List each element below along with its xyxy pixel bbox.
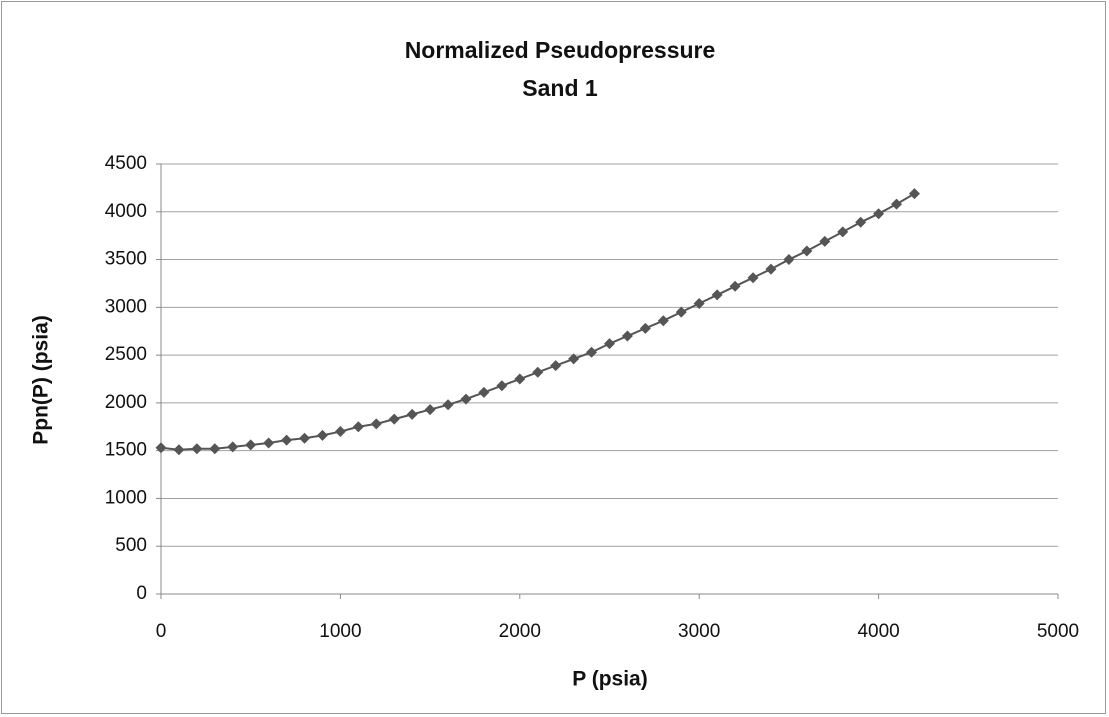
data-point xyxy=(478,386,490,398)
data-point xyxy=(908,188,920,200)
data-point xyxy=(711,289,723,301)
y-tick-label: 3500 xyxy=(105,249,147,270)
y-axis-label: Ppn(P) (psia) xyxy=(30,315,53,445)
x-tick-label: 0 xyxy=(156,621,167,642)
data-point xyxy=(496,380,508,392)
data-point xyxy=(460,393,472,405)
x-tick-label: 4000 xyxy=(857,621,899,642)
y-tick-label: 500 xyxy=(115,535,147,556)
data-point xyxy=(855,216,867,228)
data-point xyxy=(747,272,759,284)
data-point xyxy=(675,306,687,318)
x-tick-label: 1000 xyxy=(319,621,361,642)
y-tick-label: 1000 xyxy=(105,487,147,508)
x-tick-label: 3000 xyxy=(678,621,720,642)
data-point xyxy=(155,442,167,454)
data-point xyxy=(891,198,903,210)
data-point xyxy=(514,373,526,385)
data-point xyxy=(837,226,849,238)
data-point xyxy=(442,399,454,411)
x-axis-label: P (psia) xyxy=(572,668,647,691)
data-point xyxy=(783,254,795,266)
data-point xyxy=(209,443,221,455)
data-point xyxy=(299,432,311,444)
data-point xyxy=(819,235,831,247)
data-point xyxy=(873,208,885,220)
data-point xyxy=(388,413,400,425)
data-point xyxy=(765,263,777,275)
data-point xyxy=(173,444,185,456)
data-point xyxy=(639,322,651,334)
data-point xyxy=(352,421,364,433)
data-point xyxy=(263,437,275,449)
data-point xyxy=(729,280,741,292)
y-tick-label: 4000 xyxy=(105,201,147,222)
data-point xyxy=(334,426,346,438)
y-tick-label: 2500 xyxy=(105,344,147,365)
data-point xyxy=(657,315,669,327)
data-point xyxy=(424,404,436,416)
data-point xyxy=(532,366,544,378)
data-point xyxy=(604,338,615,350)
y-tick-label: 3000 xyxy=(105,296,147,317)
data-point xyxy=(370,418,382,430)
chart-title: Normalized Pseudopressure xyxy=(405,37,716,63)
chart-subtitle: Sand 1 xyxy=(522,75,598,101)
y-tick-label: 4500 xyxy=(105,153,147,174)
y-tick-label: 2000 xyxy=(105,392,147,413)
data-point xyxy=(550,360,562,372)
data-point xyxy=(245,439,257,451)
y-tick-label: 0 xyxy=(136,583,147,604)
data-point xyxy=(693,298,705,310)
data-point xyxy=(191,443,203,455)
data-point xyxy=(621,330,633,342)
data-point xyxy=(406,408,418,420)
data-point xyxy=(316,429,328,441)
data-point xyxy=(568,353,580,365)
data-point xyxy=(227,441,239,453)
data-point xyxy=(801,245,813,257)
y-tick-label: 1500 xyxy=(105,440,147,461)
x-tick-label: 2000 xyxy=(499,621,541,642)
data-point xyxy=(281,434,293,446)
x-tick-label: 5000 xyxy=(1037,621,1079,642)
data-point xyxy=(586,346,598,358)
